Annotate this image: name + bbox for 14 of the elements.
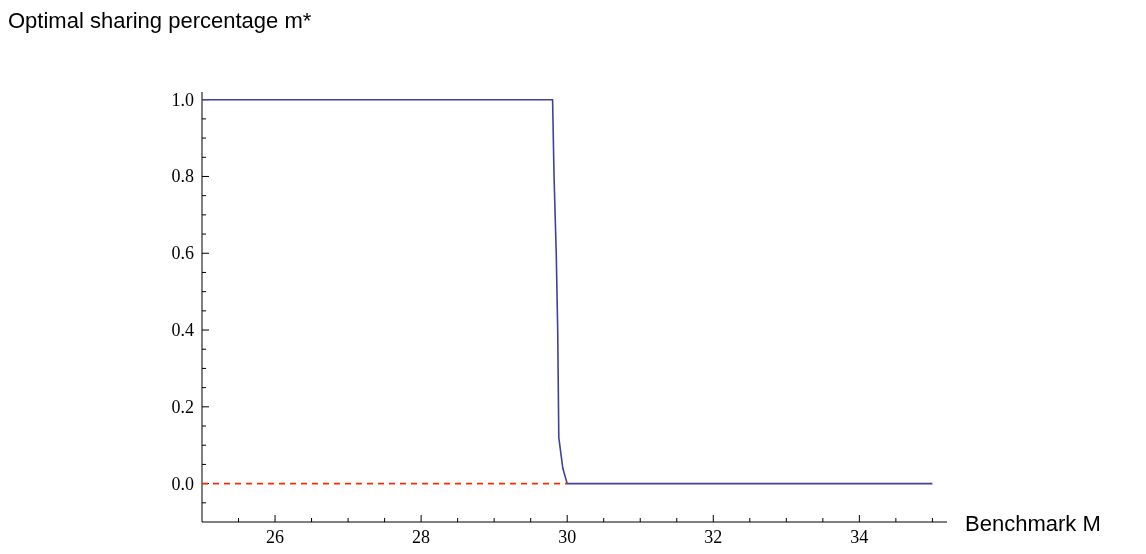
y-tick-label: 0.0 xyxy=(171,473,194,494)
line-series xyxy=(201,98,934,485)
x-axis-title: Benchmark M xyxy=(965,511,1101,536)
y-tick-label: 0.4 xyxy=(171,320,194,341)
x-tick-label: 34 xyxy=(850,527,869,547)
y-axis-title: Optimal sharing percentage m* xyxy=(8,8,312,33)
x-tick-label: 28 xyxy=(412,527,431,547)
y-tick-label: 1.0 xyxy=(171,89,194,110)
y-tick-label: 0.2 xyxy=(171,396,194,417)
x-tick-label: 26 xyxy=(266,527,285,547)
y-tick-label: 0.6 xyxy=(171,243,194,264)
y-tick-label: 0.8 xyxy=(171,166,194,187)
x-tick-label: 30 xyxy=(558,527,577,547)
x-tick-label: 32 xyxy=(704,527,723,547)
